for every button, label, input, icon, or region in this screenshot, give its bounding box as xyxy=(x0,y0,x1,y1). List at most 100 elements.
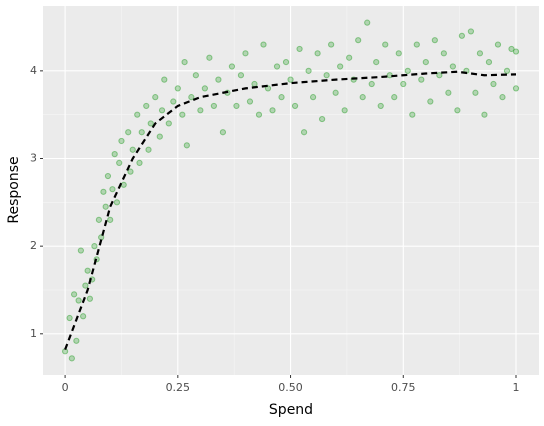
point xyxy=(95,216,103,223)
point xyxy=(143,102,150,110)
point xyxy=(206,54,213,61)
point xyxy=(436,72,443,79)
y-tick-label: 3 xyxy=(30,152,37,165)
point xyxy=(418,76,425,83)
point xyxy=(129,146,136,153)
point xyxy=(481,111,488,118)
point xyxy=(233,102,240,110)
point xyxy=(68,355,75,362)
point xyxy=(355,37,362,44)
point xyxy=(319,115,326,123)
point xyxy=(246,98,254,105)
point xyxy=(125,129,132,136)
point xyxy=(400,80,407,88)
point xyxy=(395,50,402,57)
point xyxy=(440,50,447,57)
point xyxy=(158,107,166,114)
point xyxy=(490,80,497,88)
point xyxy=(264,85,272,92)
point xyxy=(116,159,123,166)
point xyxy=(100,188,107,195)
point xyxy=(118,137,125,145)
point xyxy=(183,142,190,149)
point xyxy=(77,247,84,254)
point xyxy=(255,111,263,118)
point xyxy=(170,98,177,105)
point xyxy=(364,19,371,26)
x-tick-label: 0.75 xyxy=(391,381,416,394)
point xyxy=(165,120,172,127)
point xyxy=(109,186,116,193)
point xyxy=(219,129,227,136)
point xyxy=(282,58,290,66)
x-tick-label: 0.50 xyxy=(278,381,303,394)
point xyxy=(359,94,366,101)
point xyxy=(210,102,217,110)
fit-line xyxy=(64,70,517,350)
point xyxy=(508,45,515,53)
point xyxy=(341,107,348,114)
point xyxy=(269,107,276,114)
point xyxy=(476,50,484,57)
point xyxy=(485,58,493,66)
point xyxy=(431,37,438,44)
point xyxy=(337,63,344,70)
point xyxy=(111,151,118,158)
point xyxy=(251,80,258,88)
point xyxy=(445,89,452,96)
point xyxy=(377,102,384,110)
point xyxy=(181,58,188,66)
point xyxy=(75,297,82,304)
point xyxy=(127,168,134,175)
point xyxy=(404,67,411,74)
point xyxy=(201,85,208,92)
x-tick-label: 1 xyxy=(513,381,520,394)
point xyxy=(346,54,353,61)
y-tick-label: 2 xyxy=(30,239,37,252)
point xyxy=(382,41,389,48)
point xyxy=(499,94,506,101)
point xyxy=(145,146,152,153)
point xyxy=(107,216,114,223)
point xyxy=(332,89,339,96)
point xyxy=(409,111,416,118)
x-tick-label: 0 xyxy=(62,381,69,394)
point xyxy=(472,89,479,96)
point xyxy=(291,102,299,110)
point xyxy=(80,313,87,320)
point xyxy=(161,76,168,83)
point xyxy=(368,80,375,88)
point xyxy=(174,85,181,92)
point xyxy=(152,94,159,101)
x-tick-label: 0.25 xyxy=(166,381,191,394)
point xyxy=(84,267,91,274)
point xyxy=(260,41,267,48)
point xyxy=(296,45,303,53)
point xyxy=(427,98,434,105)
point xyxy=(188,94,195,101)
point xyxy=(66,314,73,322)
point xyxy=(309,94,317,101)
point xyxy=(391,94,398,101)
point xyxy=(454,107,461,114)
point xyxy=(494,41,502,48)
point xyxy=(328,41,335,48)
point xyxy=(273,63,281,70)
point xyxy=(242,50,249,57)
x-axis-title: Spend xyxy=(269,402,313,418)
point xyxy=(422,58,429,66)
point xyxy=(147,120,154,127)
point xyxy=(120,181,127,188)
point xyxy=(91,243,98,250)
point xyxy=(156,133,163,140)
point xyxy=(278,94,285,101)
point xyxy=(228,63,236,70)
point xyxy=(71,291,78,298)
point xyxy=(287,76,294,83)
y-axis-title: Response xyxy=(6,156,22,223)
point xyxy=(503,67,511,74)
point xyxy=(512,85,520,92)
point xyxy=(82,282,89,289)
point xyxy=(323,72,330,79)
